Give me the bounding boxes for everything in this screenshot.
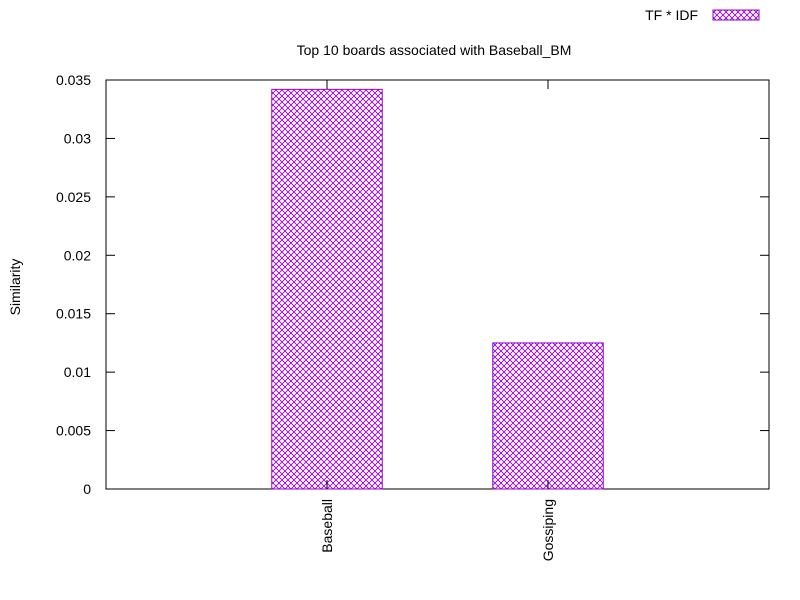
chart-title: Top 10 boards associated with Baseball_B… [297, 42, 572, 58]
y-tick-label: 0.01 [64, 364, 91, 380]
x-tick-label: Baseball [319, 499, 335, 553]
legend: TF * IDF [645, 7, 760, 23]
y-tick-label: 0.02 [64, 247, 91, 263]
legend-label: TF * IDF [645, 7, 698, 23]
bar [492, 342, 604, 490]
y-tick-label: 0 [83, 481, 91, 497]
x-axis-ticks: Baseball Gossiping [319, 80, 556, 561]
y-axis-label: Similarity [7, 259, 23, 316]
y-tick-label: 0.025 [56, 189, 91, 205]
y-tick-label: 0.005 [56, 423, 91, 439]
bar [271, 88, 383, 490]
plot-frame [105, 79, 770, 490]
y-tick-label: 0.015 [56, 306, 91, 322]
y-tick-label: 0.035 [56, 72, 91, 88]
y-tick-label: 0.03 [64, 130, 91, 146]
x-tick-label: Gossiping [540, 499, 556, 561]
legend-swatch [712, 9, 760, 21]
bars [271, 88, 604, 490]
y-axis-ticks: 0 0.005 0.01 0.015 0.02 0.025 0.03 0.035 [56, 72, 769, 497]
